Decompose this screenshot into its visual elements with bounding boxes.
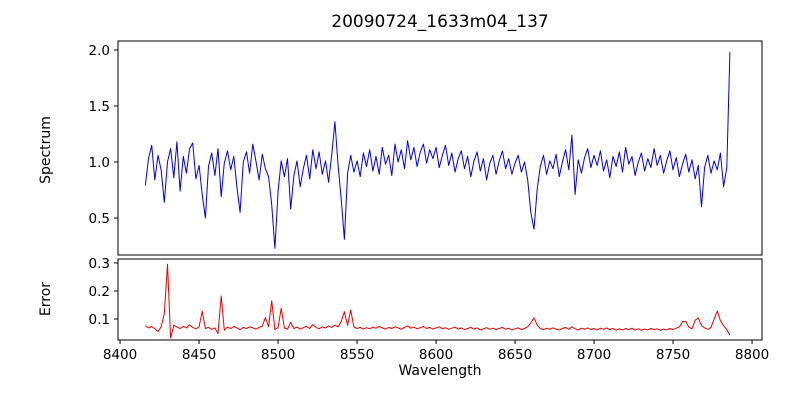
x-tick-label: 8450 [182, 347, 216, 363]
x-tick-label: 8600 [419, 347, 453, 363]
error-line [145, 263, 731, 339]
x-tick-label: 8800 [735, 347, 769, 363]
error-y-tick-label: 0.1 [89, 312, 110, 328]
x-tick-label: 8750 [656, 347, 690, 363]
x-tick-label: 8500 [261, 347, 295, 363]
chart-title: 20090724_1633m04_137 [331, 12, 549, 32]
error-y-tick-label: 0.3 [89, 256, 110, 272]
spectrum-y-tick-label: 2.0 [89, 43, 110, 59]
spectrum-y-tick-label: 1.5 [89, 99, 110, 115]
spectrum-y-tick-label: 1.0 [89, 155, 110, 171]
x-tick-label: 8700 [577, 347, 611, 363]
x-tick-label: 8550 [340, 347, 374, 363]
spectrum-y-tick-label: 0.5 [89, 211, 110, 227]
spectrum-panel-frame [117, 40, 763, 256]
x-axis-label: Wavelength [398, 363, 482, 379]
x-tick-label: 8650 [498, 347, 532, 363]
x-tick-label: 8400 [103, 347, 137, 363]
spectrum-line [144, 52, 731, 249]
error-panel-frame [117, 258, 763, 341]
error-y-tick-label: 0.2 [89, 284, 110, 300]
